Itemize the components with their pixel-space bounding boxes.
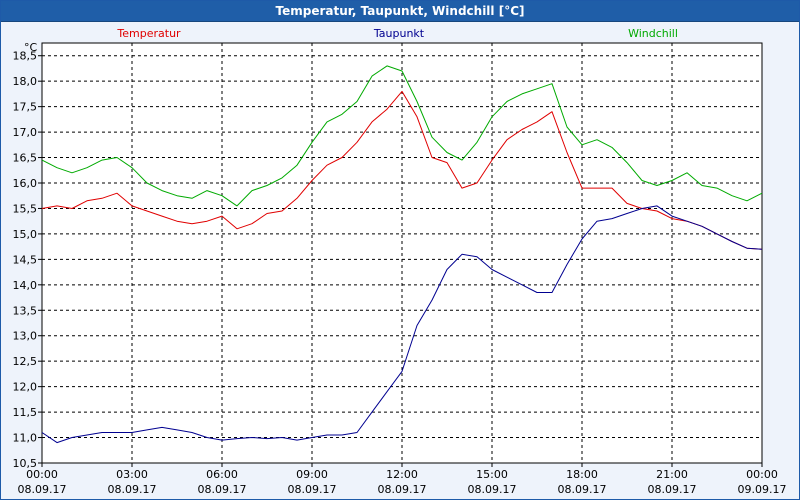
x-tick-time: 03:00 bbox=[116, 468, 148, 481]
y-tick-label: 11,5 bbox=[13, 406, 38, 419]
y-tick-label: 16,0 bbox=[13, 177, 38, 190]
y-tick-label: 10,5 bbox=[13, 457, 38, 470]
y-tick-label: 12,5 bbox=[13, 355, 38, 368]
legend-windchill: Windchill bbox=[628, 27, 678, 40]
y-tick-label: 15,5 bbox=[13, 202, 38, 215]
x-tick-time: 18:00 bbox=[566, 468, 598, 481]
x-tick-date: 08.09.17 bbox=[468, 483, 517, 496]
window-title: Temperatur, Taupunkt, Windchill [°C] bbox=[1, 1, 799, 22]
x-tick-date: 09.09.17 bbox=[738, 483, 787, 496]
y-tick-label: 17,0 bbox=[13, 126, 38, 139]
x-tick-time: 09:00 bbox=[296, 468, 328, 481]
x-tick-time: 21:00 bbox=[656, 468, 688, 481]
y-unit-label: °C bbox=[24, 41, 38, 54]
y-tick-label: 13,0 bbox=[13, 330, 38, 343]
axes: 10,5 11,0 11,5 12,0 12,5 13,0 13,5 14,0 14,5 15,0… bbox=[13, 41, 787, 496]
y-tick-label: 11,0 bbox=[13, 432, 38, 445]
x-tick-time: 00:00 bbox=[26, 468, 58, 481]
y-tick-label: 18,5 bbox=[13, 50, 38, 63]
series-line-windchill bbox=[41, 65, 763, 207]
x-tick-time: 15:00 bbox=[476, 468, 508, 481]
y-tick-label: 17,5 bbox=[13, 101, 38, 114]
legend-temperatur: Temperatur bbox=[116, 27, 181, 40]
y-tick-label: 16,5 bbox=[13, 152, 38, 165]
x-tick-time: 12:00 bbox=[386, 468, 418, 481]
line-chart: 10,5 11,0 11,5 12,0 12,5 13,0 13,5 14,0 14,5 15,0… bbox=[13, 27, 787, 496]
y-tick-label: 14,5 bbox=[13, 253, 38, 266]
y-tick-label: 12,0 bbox=[13, 381, 38, 394]
x-tick-date: 08.09.17 bbox=[378, 483, 427, 496]
x-tick-date: 08.09.17 bbox=[288, 483, 337, 496]
gridlines bbox=[42, 43, 762, 463]
y-tick-label: 18,0 bbox=[13, 75, 38, 88]
series-lines bbox=[41, 65, 763, 444]
x-tick-time: 06:00 bbox=[206, 468, 238, 481]
x-tick-date: 08.09.17 bbox=[198, 483, 247, 496]
legend-taupunkt: Taupunkt bbox=[373, 27, 425, 40]
x-tick-date: 08.09.17 bbox=[18, 483, 67, 496]
legend: Temperatur Taupunkt Windchill bbox=[116, 27, 678, 40]
x-tick-date: 08.09.17 bbox=[648, 483, 697, 496]
y-tick-label: 14,0 bbox=[13, 279, 38, 292]
x-tick-date: 08.09.17 bbox=[558, 483, 607, 496]
y-tick-label: 15,0 bbox=[13, 228, 38, 241]
series-line-taupunkt bbox=[41, 205, 763, 444]
y-tick-label: 13,5 bbox=[13, 304, 38, 317]
x-tick-date: 08.09.17 bbox=[108, 483, 157, 496]
x-tick-time: 00:00 bbox=[746, 468, 778, 481]
